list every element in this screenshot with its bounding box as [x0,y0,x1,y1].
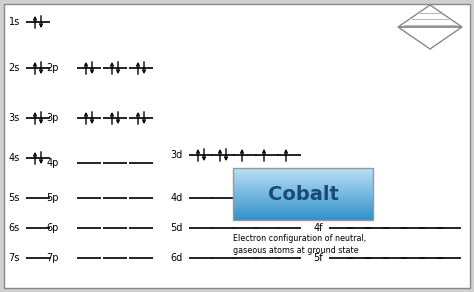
Bar [233,208,373,209]
Bar [233,177,373,178]
Bar [233,206,373,207]
Bar [233,186,373,187]
Bar [233,199,373,200]
Text: Electron configuration of neutral,: Electron configuration of neutral, [233,234,366,243]
Bar [233,172,373,173]
Text: 7s: 7s [9,253,20,263]
Bar [233,181,373,182]
Bar [233,185,373,186]
Bar [233,176,373,177]
Bar [233,188,373,189]
Text: 7p: 7p [46,253,59,263]
Text: 3d: 3d [171,150,183,160]
Bar [233,180,373,181]
Bar [233,169,373,170]
Bar [233,216,373,217]
Bar [233,210,373,211]
Bar [233,217,373,218]
Text: 5d: 5d [171,223,183,233]
Text: 6p: 6p [46,223,59,233]
Text: 5p: 5p [46,193,59,203]
Bar [233,179,373,180]
Text: 3s: 3s [9,113,20,123]
Bar [233,209,373,210]
Bar [233,218,373,219]
Bar [233,207,373,208]
Bar [233,213,373,214]
Bar [233,168,373,220]
Bar [233,212,373,213]
Bar [233,200,373,201]
Text: 4d: 4d [171,193,183,203]
Bar [233,171,373,172]
Bar [233,183,373,184]
Text: Cobalt: Cobalt [267,185,338,204]
Bar [233,189,373,190]
Text: 6d: 6d [171,253,183,263]
Bar [233,215,373,216]
Bar [233,190,373,191]
Bar [233,198,373,199]
Bar [233,195,373,196]
Bar [233,174,373,175]
Bar [233,192,373,193]
Bar [233,173,373,174]
Bar [233,211,373,212]
Bar [233,214,373,215]
Bar [233,201,373,202]
Text: 2s: 2s [9,63,20,73]
Bar [233,178,373,179]
Bar [233,205,373,206]
Bar [233,170,373,171]
Bar [233,191,373,192]
Bar [233,194,373,195]
Bar [233,203,373,204]
Bar [233,219,373,220]
Bar [233,168,373,169]
Text: 4s: 4s [9,153,20,163]
Bar [233,187,373,188]
Bar [233,193,373,194]
Bar [233,182,373,183]
Bar [233,196,373,197]
Text: gaseous atoms at ground state: gaseous atoms at ground state [233,246,359,255]
Bar [233,197,373,198]
Bar [233,184,373,185]
Text: 5f: 5f [313,253,323,263]
Bar [233,204,373,205]
Text: 4p: 4p [46,158,59,168]
Text: 1s: 1s [9,17,20,27]
Bar [233,202,373,203]
Text: 6s: 6s [9,223,20,233]
Text: 3p: 3p [46,113,59,123]
Text: 4f: 4f [313,223,323,233]
Text: 5s: 5s [9,193,20,203]
Text: 2p: 2p [46,63,59,73]
Bar [233,175,373,176]
